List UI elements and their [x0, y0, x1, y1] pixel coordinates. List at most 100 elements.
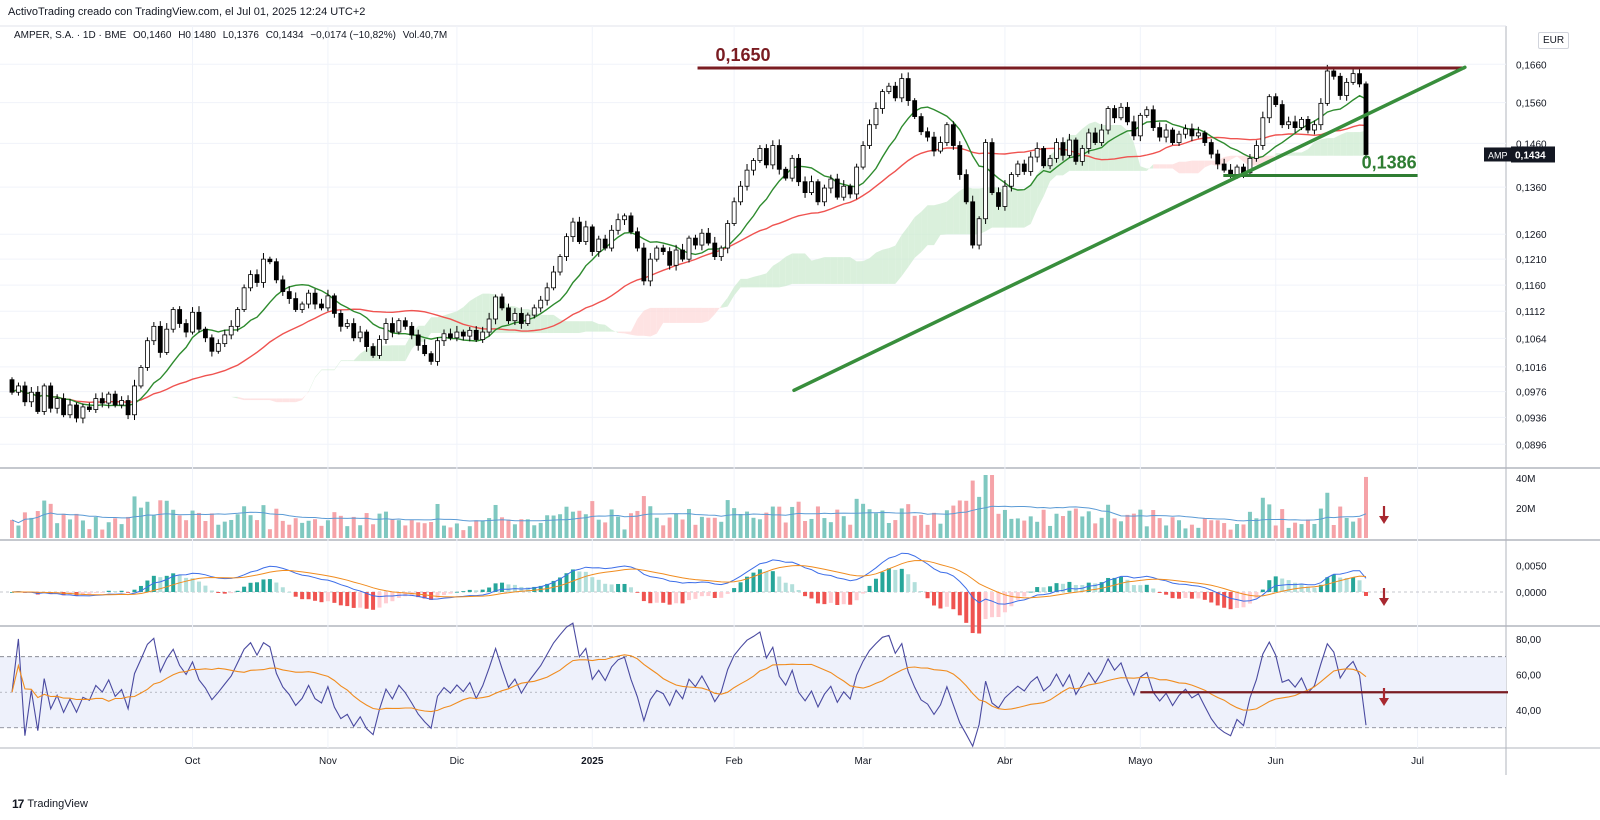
- macd-hist-bar: [351, 592, 356, 608]
- volume-bar: [113, 518, 118, 538]
- cloud-segment: [295, 398, 303, 403]
- cloud-segment: [785, 253, 793, 287]
- cloud-segment: [353, 353, 361, 362]
- currency-button[interactable]: EUR: [1538, 32, 1570, 49]
- cloud-segment: [463, 301, 470, 334]
- volume-bar: [1260, 497, 1265, 538]
- volume-bar: [1299, 524, 1304, 538]
- cloud-segment: [1037, 165, 1044, 209]
- cloud-segment: [1353, 132, 1360, 156]
- candle-body: [860, 145, 866, 168]
- candle-body: [377, 339, 382, 356]
- cloud-segment: [405, 333, 412, 362]
- volume-bar: [1241, 524, 1246, 538]
- macd-hist-bar: [448, 592, 453, 594]
- tradingview-brand[interactable]: 17 TradingView: [12, 797, 88, 811]
- candle-body: [125, 400, 131, 416]
- cloud-segment: [676, 307, 683, 323]
- macd-hist-bar: [364, 592, 369, 609]
- price-tick-label: 0,1210: [1516, 255, 1547, 266]
- volume-bar: [1235, 524, 1240, 538]
- cloud-segment: [456, 307, 464, 334]
- cloud-segment: [308, 377, 316, 393]
- cloud-segment: [572, 321, 580, 334]
- symbol-name[interactable]: AMPER, S.A. · 1D · BME: [14, 30, 127, 41]
- cloud-segment: [263, 398, 270, 401]
- candle-body: [499, 296, 505, 309]
- macd-hist-bar: [1228, 592, 1233, 610]
- volume-bar: [1157, 518, 1162, 538]
- volume-bar: [1138, 509, 1143, 538]
- macd-hist-bar: [1125, 579, 1130, 592]
- cloud-segment: [437, 315, 444, 334]
- volume-bar: [93, 517, 98, 538]
- macd-hist-bar: [1183, 592, 1188, 598]
- volume-bar: [1325, 492, 1330, 538]
- candle-body: [828, 178, 834, 189]
- cloud-segment: [250, 398, 258, 401]
- candle-body: [944, 124, 950, 143]
- volume-bar: [203, 520, 208, 538]
- macd-hist-bar: [242, 586, 247, 592]
- cloud-segment: [1127, 130, 1134, 171]
- volume-bar: [1086, 511, 1091, 538]
- macd-hist-bar: [1164, 592, 1169, 595]
- cloud-segment: [663, 307, 670, 323]
- candle-body: [712, 242, 718, 258]
- cloud-segment: [514, 306, 522, 334]
- cloud-segment: [689, 307, 696, 323]
- volume-bar: [970, 480, 975, 538]
- cloud-segment: [669, 307, 677, 323]
- volume-bar: [957, 500, 962, 538]
- time-tick-label: Oct: [185, 756, 201, 767]
- macd-hist-bar: [403, 592, 408, 597]
- cloud-segment: [592, 321, 599, 332]
- volume-bar: [293, 518, 298, 538]
- rsi-tick-label: 40,00: [1516, 706, 1541, 717]
- candle-body: [763, 148, 769, 166]
- cloud-segment: [231, 396, 238, 399]
- volume-bar: [841, 516, 846, 538]
- volume-bar: [171, 509, 176, 538]
- volume-bar: [1254, 518, 1259, 538]
- cloud-segment: [875, 249, 883, 284]
- candle-body: [1047, 157, 1053, 167]
- candle-body: [854, 166, 860, 195]
- candle-body: [273, 261, 279, 281]
- volume-bar: [242, 506, 247, 538]
- volume-bar: [1267, 504, 1272, 538]
- candle-body: [454, 331, 460, 339]
- candle-body: [635, 231, 640, 249]
- volume-bar: [886, 522, 891, 538]
- candle-body: [1312, 124, 1317, 131]
- volume-bar: [267, 529, 272, 538]
- cloud-segment: [721, 297, 728, 308]
- macd-hist-bar: [622, 583, 627, 592]
- cloud-segment: [934, 203, 941, 246]
- candle-body: [80, 406, 86, 419]
- candle-body: [1157, 127, 1163, 138]
- candle-body: [364, 331, 370, 347]
- macd-hist-bar: [841, 592, 846, 605]
- cloud-segment: [1114, 125, 1121, 171]
- macd-hist-bar: [925, 592, 930, 599]
- cloud-segment: [257, 398, 264, 401]
- volume-bar: [190, 510, 195, 538]
- volume-bar: [635, 510, 640, 538]
- volume-bar: [1041, 509, 1046, 538]
- macd-hist-bar: [577, 571, 582, 592]
- candle-body: [738, 185, 743, 203]
- cloud-segment: [186, 385, 193, 391]
- candle-body: [119, 400, 125, 406]
- macd-hist-bar: [100, 592, 105, 593]
- volume-bar: [448, 527, 453, 538]
- macd-hist-bar: [93, 592, 98, 593]
- volume-bar: [693, 524, 698, 538]
- candle-body: [222, 334, 228, 345]
- candle-body: [1163, 129, 1169, 138]
- cloud-segment: [901, 226, 909, 276]
- volume-bar: [1054, 513, 1059, 538]
- volume-bar: [1015, 518, 1020, 538]
- price-tick-label: 0,0896: [1516, 440, 1547, 451]
